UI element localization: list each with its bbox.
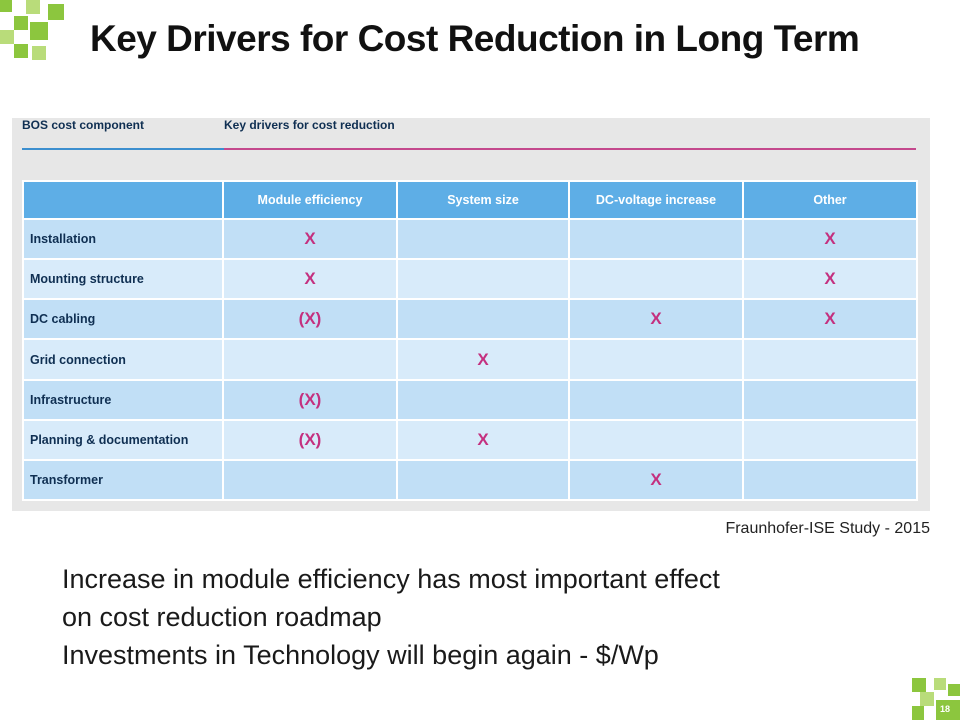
table-cell [396, 298, 570, 341]
deco-square [912, 678, 926, 692]
table-cell: (X) [222, 378, 398, 421]
deco-square [948, 684, 960, 696]
table-cell: X [396, 338, 570, 381]
deco-square [920, 692, 934, 706]
table-cell [222, 338, 398, 381]
table-header-cell: System size [396, 179, 570, 221]
slide-title: Key Drivers for Cost Reduction in Long T… [90, 18, 860, 59]
deco-square [48, 4, 64, 20]
deco-square [912, 706, 924, 720]
table-cell [742, 378, 918, 421]
table-cell [396, 258, 570, 301]
table-cell [222, 458, 398, 502]
key-drivers-header: Key drivers for cost reduction [224, 118, 395, 132]
table-cell [568, 258, 744, 301]
deco-square [0, 0, 12, 12]
table-header-row: Module efficiency System size DC-voltage… [22, 179, 918, 221]
table-cell [568, 338, 744, 381]
table-header-cell: Module efficiency [222, 179, 398, 221]
table-row: Mounting structure X X [22, 258, 918, 301]
cost-drivers-figure: BOS cost component Key drivers for cost … [12, 118, 930, 511]
slide-body: Increase in module efficiency has most i… [62, 560, 922, 674]
drivers-table: Module efficiency System size DC-voltage… [22, 179, 918, 502]
table-cell: X [222, 258, 398, 301]
row-label: Mounting structure [22, 258, 224, 301]
table-cell: X [222, 218, 398, 261]
table-cell [568, 218, 744, 261]
table-cell: X [742, 298, 918, 341]
row-label: Planning & documentation [22, 418, 224, 461]
table-cell [396, 218, 570, 261]
deco-square [934, 678, 946, 690]
deco-square [26, 0, 40, 14]
table-cell: X [568, 458, 744, 502]
table-cell: X [742, 258, 918, 301]
page-number-box [936, 700, 960, 720]
body-line: Investments in Technology will begin aga… [62, 640, 659, 670]
row-label: Infrastructure [22, 378, 224, 421]
bos-cost-component-header: BOS cost component [22, 118, 145, 132]
table-header-cell: DC-voltage increase [568, 179, 744, 221]
body-line: Increase in module efficiency has most i… [62, 564, 720, 594]
table-row: Transformer X [22, 458, 918, 502]
table-cell: (X) [222, 298, 398, 341]
table-row: DC cabling (X) X X [22, 298, 918, 341]
table-cell [568, 418, 744, 461]
table-cell [396, 378, 570, 421]
header-underline-blue [22, 148, 229, 150]
table-header-cell: Other [742, 179, 918, 221]
deco-square [0, 30, 14, 44]
header-underline-pink [224, 148, 916, 150]
table-row: Planning & documentation (X) X [22, 418, 918, 461]
row-label: Grid connection [22, 338, 224, 381]
table-header-cell [22, 179, 224, 221]
table-cell [568, 378, 744, 421]
row-label: Installation [22, 218, 224, 261]
row-label: Transformer [22, 458, 224, 502]
table-cell: (X) [222, 418, 398, 461]
body-line: on cost reduction roadmap [62, 602, 382, 632]
table-cell [742, 338, 918, 381]
deco-square [30, 22, 48, 40]
table-cell: X [742, 218, 918, 261]
table-cell [742, 418, 918, 461]
deco-square [14, 16, 28, 30]
table-cell [396, 458, 570, 502]
table-cell: X [568, 298, 744, 341]
table-row: Grid connection X [22, 338, 918, 381]
page-number: 18 [940, 704, 951, 714]
deco-square [32, 46, 46, 60]
table-cell [742, 458, 918, 502]
source-citation: Fraunhofer-ISE Study - 2015 [725, 520, 930, 537]
row-label: DC cabling [22, 298, 224, 341]
table-row: Installation X X [22, 218, 918, 261]
table-row: Infrastructure (X) [22, 378, 918, 421]
table-cell: X [396, 418, 570, 461]
deco-square [14, 44, 28, 58]
